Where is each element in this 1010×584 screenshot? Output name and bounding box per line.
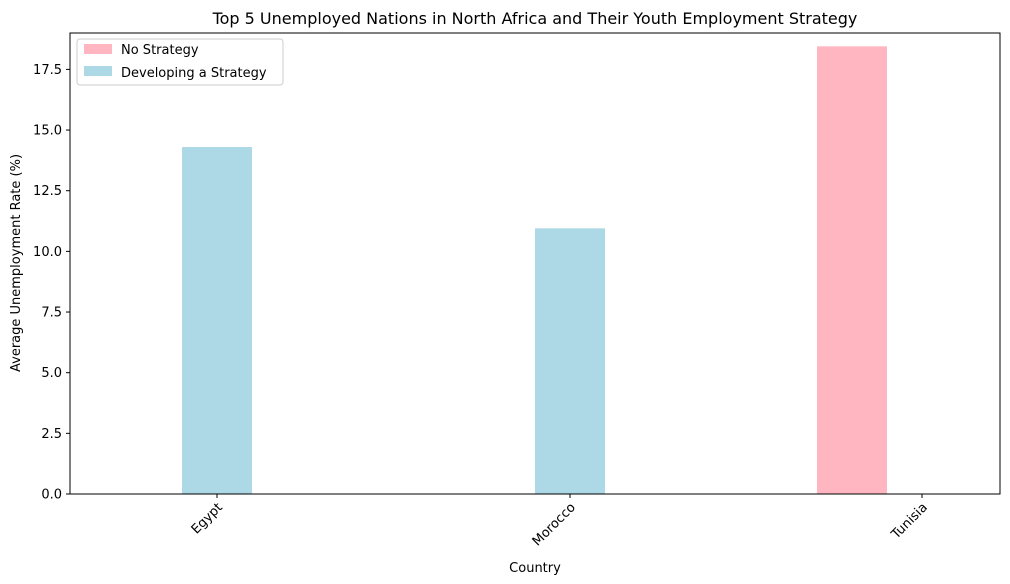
legend-swatch-no-strategy bbox=[84, 44, 112, 54]
y-tick-label: 15.0 bbox=[33, 124, 62, 139]
bar-no-strategy-tunisia bbox=[817, 46, 887, 495]
chart-title: Top 5 Unemployed Nations in North Africa… bbox=[212, 9, 858, 28]
y-tick-label: 5.0 bbox=[41, 366, 62, 381]
y-axis-label: Average Unemployment Rate (%) bbox=[9, 154, 24, 372]
y-tick-label: 12.5 bbox=[33, 184, 62, 199]
x-tick-label: Morocco bbox=[530, 500, 579, 549]
x-axis: Egypt Morocco Tunisia bbox=[189, 494, 931, 549]
y-tick-label: 0.0 bbox=[41, 488, 62, 503]
y-axis: 0.0 2.5 5.0 7.5 10.0 12.5 15.0 17.5 bbox=[33, 63, 70, 503]
x-tick-label: Tunisia bbox=[888, 500, 931, 543]
bars-layer bbox=[182, 46, 887, 495]
legend-label-developing-a-strategy: Developing a Strategy bbox=[121, 66, 267, 81]
y-tick-label: 17.5 bbox=[33, 63, 62, 78]
bar-developing-a-strategy-egypt bbox=[182, 147, 252, 494]
legend: No Strategy Developing a Strategy bbox=[76, 38, 284, 86]
x-axis-label: Country bbox=[509, 561, 561, 576]
legend-swatch-developing-a-strategy bbox=[84, 66, 112, 76]
x-tick-label: Egypt bbox=[189, 500, 226, 537]
legend-label-no-strategy: No Strategy bbox=[121, 43, 199, 58]
y-tick-label: 2.5 bbox=[41, 427, 62, 442]
y-tick-label: 10.0 bbox=[33, 245, 62, 260]
legend-box bbox=[76, 38, 284, 86]
plot-frame bbox=[69, 32, 1001, 495]
bar-developing-a-strategy-morocco bbox=[535, 228, 605, 494]
y-tick-label: 7.5 bbox=[41, 306, 62, 321]
